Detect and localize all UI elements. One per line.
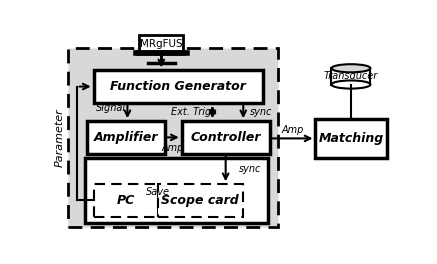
- Text: Save: Save: [146, 187, 170, 197]
- Text: Signal: Signal: [96, 103, 126, 113]
- FancyBboxPatch shape: [68, 48, 278, 227]
- Text: Controller: Controller: [191, 131, 261, 144]
- Text: Amplifier: Amplifier: [94, 131, 158, 144]
- Text: PC: PC: [117, 194, 135, 207]
- Text: Ext. Trig: Ext. Trig: [170, 107, 211, 117]
- Text: Scope card: Scope card: [161, 194, 239, 207]
- FancyBboxPatch shape: [332, 68, 371, 84]
- Text: Parameter: Parameter: [55, 108, 65, 167]
- FancyBboxPatch shape: [94, 184, 158, 217]
- Text: sync: sync: [250, 107, 272, 117]
- Text: MRgFUS: MRgFUS: [140, 39, 183, 49]
- FancyBboxPatch shape: [182, 121, 270, 154]
- Text: Transducer: Transducer: [324, 71, 378, 81]
- FancyBboxPatch shape: [158, 184, 243, 217]
- Ellipse shape: [332, 64, 371, 72]
- Text: Amp: Amp: [281, 125, 304, 135]
- Text: Matching: Matching: [318, 132, 384, 145]
- Text: sync: sync: [239, 164, 262, 174]
- Text: Function Generator: Function Generator: [110, 80, 246, 93]
- FancyBboxPatch shape: [94, 70, 263, 103]
- FancyBboxPatch shape: [85, 158, 268, 223]
- Text: Amp: Amp: [162, 143, 184, 153]
- FancyBboxPatch shape: [316, 119, 386, 158]
- FancyBboxPatch shape: [87, 121, 165, 154]
- FancyBboxPatch shape: [139, 35, 184, 53]
- Ellipse shape: [332, 81, 371, 89]
